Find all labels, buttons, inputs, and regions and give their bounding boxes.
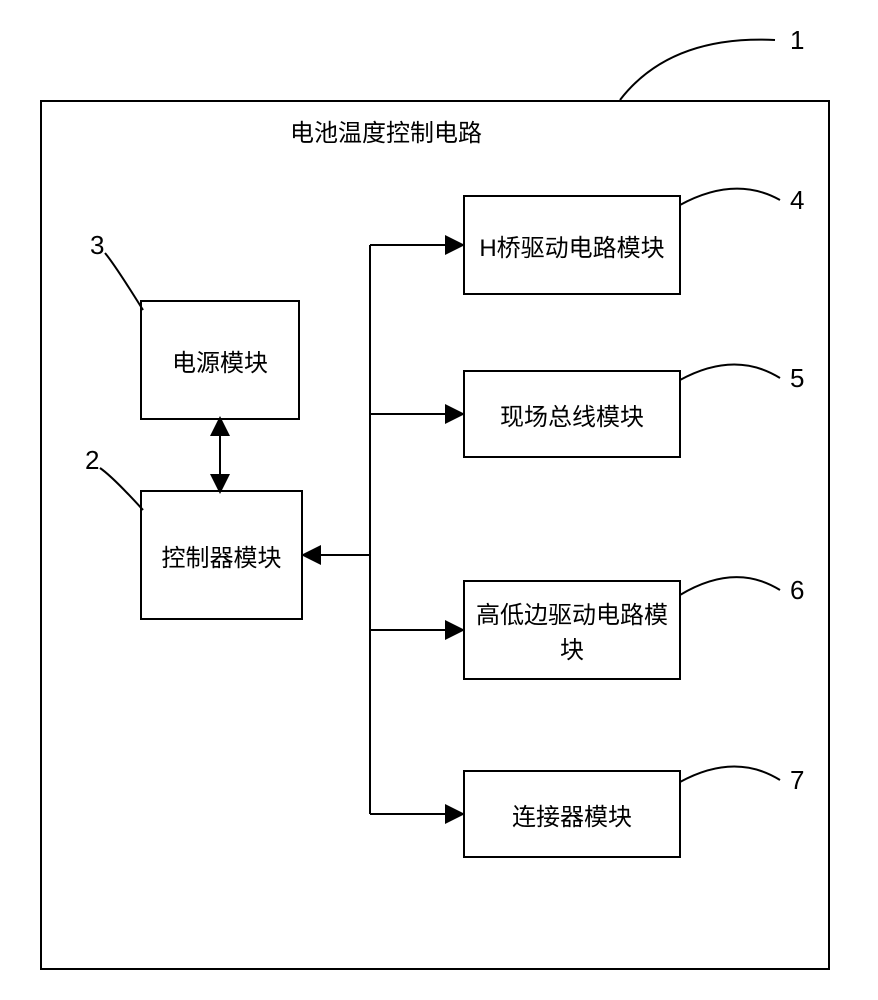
edge-trunk xyxy=(303,245,370,814)
leader-6 xyxy=(680,577,780,595)
leader-5 xyxy=(680,364,780,380)
leader-2 xyxy=(100,468,143,510)
edges-svg xyxy=(0,0,878,1000)
leader-3 xyxy=(105,253,143,310)
leader-1 xyxy=(620,40,775,100)
leader-4 xyxy=(680,189,780,205)
leader-7 xyxy=(680,766,780,782)
